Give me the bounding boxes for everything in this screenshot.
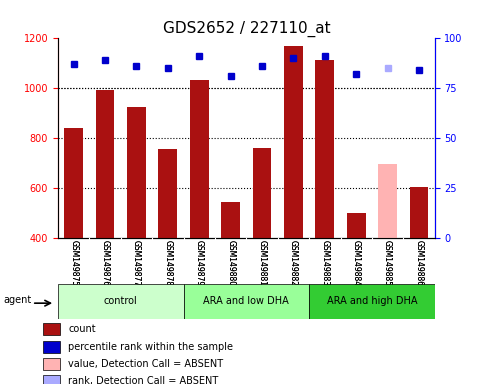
Text: percentile rank within the sample: percentile rank within the sample (69, 342, 233, 352)
Text: GSM149882: GSM149882 (289, 240, 298, 286)
Text: GSM149877: GSM149877 (132, 240, 141, 286)
FancyBboxPatch shape (309, 284, 435, 319)
Bar (43, 375, 60, 384)
Text: GSM149886: GSM149886 (414, 240, 424, 286)
Text: GSM149880: GSM149880 (226, 240, 235, 286)
Text: ARA and high DHA: ARA and high DHA (327, 296, 417, 306)
Text: GSM149879: GSM149879 (195, 240, 204, 286)
Text: GSM149877: GSM149877 (132, 240, 141, 286)
Text: GSM149880: GSM149880 (226, 240, 235, 286)
Text: agent: agent (3, 295, 31, 305)
Bar (96, 89, 114, 238)
Bar (221, 202, 240, 238)
FancyBboxPatch shape (184, 284, 309, 319)
Text: control: control (104, 296, 138, 306)
Text: GSM149882: GSM149882 (289, 240, 298, 286)
Text: GSM149875: GSM149875 (69, 240, 78, 286)
Text: GSM149883: GSM149883 (320, 240, 329, 286)
Bar (410, 187, 428, 238)
Bar (378, 164, 397, 238)
Bar (347, 213, 366, 238)
Text: GSM149881: GSM149881 (257, 240, 267, 286)
Text: GSM149876: GSM149876 (100, 240, 110, 286)
Bar (43, 323, 60, 335)
Bar (190, 79, 209, 238)
Text: GSM149884: GSM149884 (352, 240, 361, 286)
Text: GSM149878: GSM149878 (163, 240, 172, 286)
Bar (158, 149, 177, 238)
Bar (284, 46, 303, 238)
Text: count: count (69, 324, 96, 334)
Text: GSM149875: GSM149875 (69, 240, 78, 286)
Title: GDS2652 / 227110_at: GDS2652 / 227110_at (162, 21, 330, 37)
Text: ARA and low DHA: ARA and low DHA (203, 296, 289, 306)
Bar (253, 148, 271, 238)
FancyBboxPatch shape (58, 284, 184, 319)
Text: GSM149884: GSM149884 (352, 240, 361, 286)
Text: GSM149881: GSM149881 (257, 240, 267, 286)
Bar (43, 358, 60, 370)
Bar (315, 60, 334, 238)
Text: GSM149878: GSM149878 (163, 240, 172, 286)
Text: GSM149885: GSM149885 (383, 240, 392, 286)
Text: GSM149886: GSM149886 (414, 240, 424, 286)
Bar (127, 107, 146, 238)
Text: value, Detection Call = ABSENT: value, Detection Call = ABSENT (69, 359, 224, 369)
Text: GSM149885: GSM149885 (383, 240, 392, 286)
Bar (43, 341, 60, 353)
Text: GSM149876: GSM149876 (100, 240, 110, 286)
Text: GSM149879: GSM149879 (195, 240, 204, 286)
Text: rank, Detection Call = ABSENT: rank, Detection Call = ABSENT (69, 376, 219, 384)
Bar (64, 128, 83, 238)
Text: GSM149883: GSM149883 (320, 240, 329, 286)
